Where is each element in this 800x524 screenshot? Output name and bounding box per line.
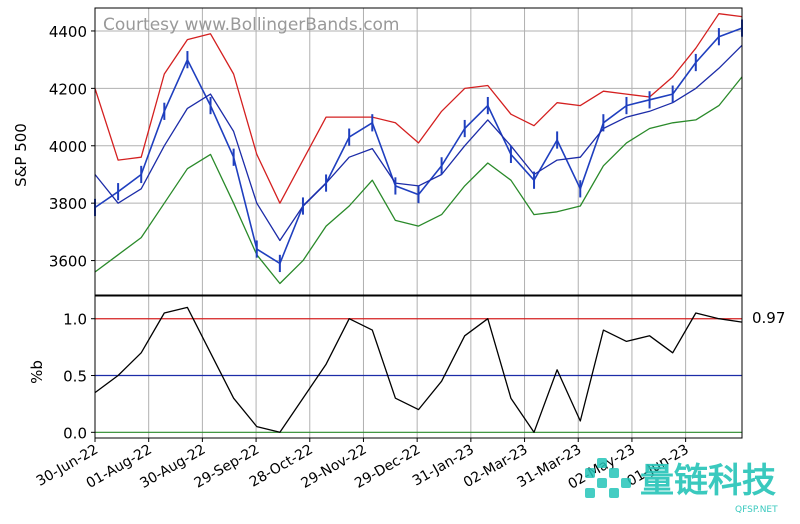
- watermark-icon: [585, 458, 631, 498]
- bottom-panel-frame: [94, 295, 743, 439]
- watermark-logo: 量链科技 QFSP.NET: [585, 458, 778, 515]
- series-middle-band: [94, 44, 743, 242]
- top-y-axis-label: S&P 500: [12, 123, 30, 187]
- top-y-tick-label: 3800: [49, 195, 87, 213]
- watermark-subtext: QFSP.NET: [735, 505, 778, 515]
- series-lower-band: [94, 76, 743, 285]
- top-panel-series: [94, 13, 743, 285]
- courtesy-text: Courtesy www.BollingerBands.com: [103, 15, 400, 35]
- top-panel-grid: [94, 8, 742, 295]
- series-percent-b: [94, 306, 743, 433]
- bottom-y-tick-label: 0.0: [63, 424, 87, 442]
- series-upper-band: [94, 13, 743, 204]
- bottom-y-axis-label: %b: [28, 360, 46, 384]
- top-panel-frame: [94, 7, 743, 296]
- watermark-text: 量链科技: [640, 461, 776, 501]
- top-y-tick-label: 4200: [49, 80, 87, 98]
- top-y-tick-label: 4400: [49, 23, 87, 41]
- bottom-panel-series: [94, 306, 743, 433]
- bottom-y-tick-label: 1.0: [63, 311, 87, 329]
- percent-b-last-value: 0.97: [752, 309, 785, 327]
- top-y-tick-label: 4000: [49, 138, 87, 156]
- bottom-y-tick-label: 0.5: [63, 368, 87, 386]
- axes-labels: 30-Jun-2201-Aug-2230-Aug-2229-Sep-2228-O…: [34, 23, 692, 493]
- top-y-tick-label: 3600: [49, 253, 87, 271]
